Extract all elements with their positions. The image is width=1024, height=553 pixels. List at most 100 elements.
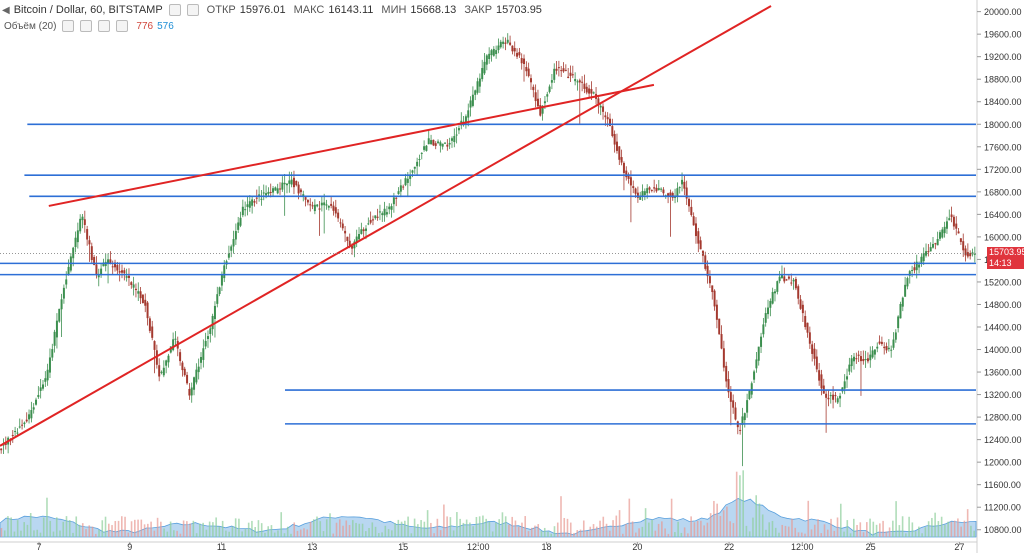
volume-bar bbox=[371, 522, 374, 537]
eye-icon[interactable] bbox=[168, 4, 181, 16]
settings-icon[interactable] bbox=[186, 4, 199, 16]
volume-bar bbox=[534, 525, 536, 537]
volume-bar bbox=[257, 520, 260, 537]
candle-body bbox=[483, 61, 486, 74]
candle-body bbox=[764, 313, 767, 323]
volume-bar bbox=[404, 520, 406, 537]
volume-bar bbox=[501, 512, 504, 537]
volume-bar bbox=[797, 532, 800, 537]
volume-bar bbox=[846, 520, 849, 537]
candle-body bbox=[678, 187, 681, 189]
candle-body bbox=[697, 231, 700, 244]
candle-body bbox=[859, 356, 862, 362]
candle-body bbox=[127, 275, 130, 278]
close-icon[interactable] bbox=[98, 20, 111, 32]
volume-bar bbox=[729, 521, 731, 537]
visibility-icon[interactable] bbox=[62, 20, 75, 32]
candle-body bbox=[25, 419, 28, 422]
candle-body bbox=[279, 188, 282, 190]
candle-body bbox=[90, 246, 93, 261]
volume-bar bbox=[485, 518, 487, 537]
candle-body bbox=[913, 267, 916, 271]
volume-bar bbox=[23, 522, 25, 537]
volume-bar bbox=[117, 520, 120, 537]
candle-body bbox=[369, 219, 372, 223]
volume-bar bbox=[716, 503, 718, 537]
candle-body bbox=[162, 367, 165, 376]
candle-body bbox=[760, 336, 763, 347]
volume-bar bbox=[735, 471, 738, 537]
volume-bar bbox=[163, 528, 165, 537]
candle-body bbox=[732, 400, 735, 408]
volume-bar bbox=[472, 526, 474, 537]
settings-icon[interactable] bbox=[80, 20, 93, 32]
volume-bar bbox=[794, 527, 797, 537]
volume-bar bbox=[618, 510, 621, 537]
volume-bar bbox=[94, 533, 97, 537]
candle-body bbox=[850, 358, 853, 367]
volume-bar bbox=[338, 519, 341, 537]
volume-bar bbox=[748, 531, 751, 537]
candle-body bbox=[121, 270, 123, 273]
candle-body bbox=[351, 246, 354, 249]
volume-bar bbox=[667, 533, 670, 537]
candle-body bbox=[276, 188, 279, 194]
volume-bar bbox=[65, 516, 68, 537]
candle-body bbox=[636, 192, 639, 198]
candle-body bbox=[297, 184, 300, 194]
volume-bar bbox=[914, 531, 917, 537]
more-icon[interactable] bbox=[116, 20, 129, 32]
candle-body bbox=[964, 248, 967, 256]
candle-body bbox=[95, 264, 98, 275]
volume-bar bbox=[342, 525, 344, 537]
volume-bar bbox=[439, 530, 442, 537]
candle-body bbox=[602, 106, 605, 112]
candle-body bbox=[516, 52, 519, 57]
candle-body bbox=[251, 199, 254, 206]
candle-body bbox=[904, 284, 907, 297]
candle-body bbox=[44, 378, 47, 382]
volume-bar bbox=[830, 518, 832, 537]
price-tick-label: 19200.00 bbox=[984, 52, 1022, 62]
price-tick-label: 14000.00 bbox=[984, 345, 1022, 355]
candle-body bbox=[567, 76, 570, 78]
volume-bar bbox=[273, 532, 276, 537]
candle-body bbox=[785, 279, 788, 281]
volume-bar bbox=[839, 503, 842, 537]
candle-body bbox=[776, 281, 779, 292]
candle-body bbox=[901, 297, 904, 307]
volume-bar bbox=[966, 509, 969, 537]
candle-body bbox=[966, 252, 969, 257]
candle-body bbox=[825, 393, 828, 398]
candle-body bbox=[853, 356, 855, 362]
candle-body bbox=[165, 360, 168, 366]
candle-body bbox=[734, 407, 737, 420]
candle-body bbox=[32, 407, 35, 410]
candle-body bbox=[534, 92, 537, 102]
volume-bar bbox=[228, 531, 230, 537]
candle-body bbox=[927, 251, 930, 253]
collapse-icon[interactable]: ◀ bbox=[2, 4, 10, 16]
candle-body bbox=[778, 276, 781, 282]
candle-body bbox=[206, 336, 209, 340]
candle-body bbox=[334, 207, 337, 214]
volume-bar bbox=[46, 497, 48, 537]
volume-bar bbox=[609, 530, 611, 537]
volume-bar bbox=[319, 521, 322, 537]
volume-bar bbox=[374, 526, 377, 537]
volume-bar bbox=[277, 530, 279, 537]
candle-body bbox=[592, 92, 595, 94]
volume-bar bbox=[312, 519, 315, 537]
candle-body bbox=[713, 290, 716, 307]
volume-bar bbox=[186, 521, 188, 537]
price-tick-label: 17200.00 bbox=[984, 165, 1022, 175]
volume-bar bbox=[755, 495, 757, 537]
volume-bar bbox=[661, 521, 663, 537]
volume-bar bbox=[417, 524, 419, 537]
volume-bar bbox=[700, 520, 702, 537]
candle-body bbox=[727, 379, 730, 393]
candle-body bbox=[536, 98, 539, 107]
volume-bar bbox=[674, 532, 676, 537]
close-label: ЗАКР bbox=[464, 4, 493, 16]
